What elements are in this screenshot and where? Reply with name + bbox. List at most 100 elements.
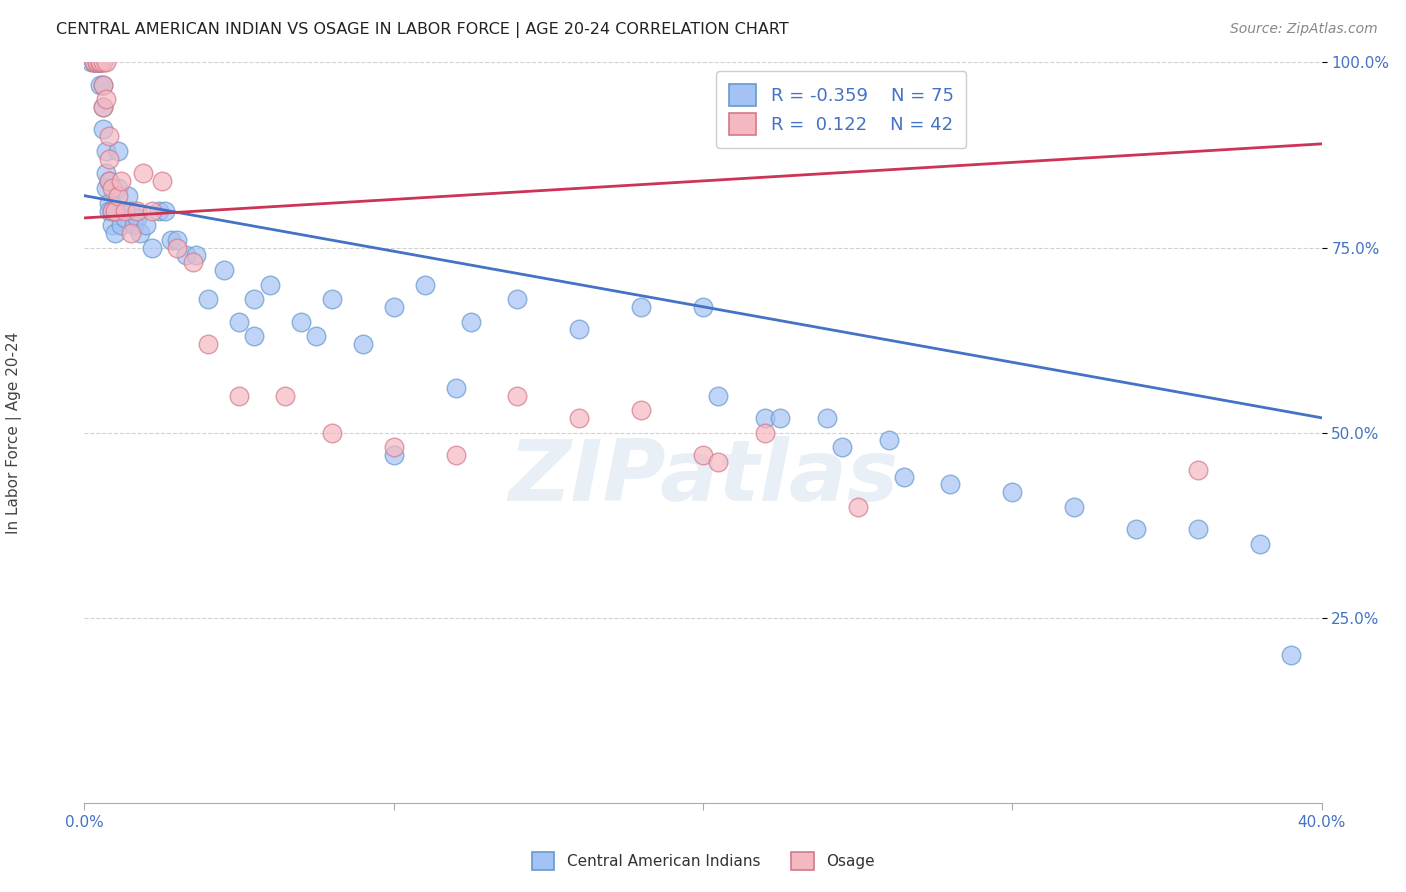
Point: [212, 262, 235, 277]
Point: [107, 188, 129, 202]
Point: [568, 410, 591, 425]
Point: [89, 55, 111, 70]
Point: [83, 55, 105, 70]
Point: [754, 410, 776, 425]
Text: ZIPatlas: ZIPatlas: [508, 435, 898, 518]
Point: [135, 219, 157, 233]
Point: [91, 100, 114, 114]
Point: [506, 389, 529, 403]
Point: [120, 226, 142, 240]
Point: [104, 203, 127, 218]
Point: [91, 55, 114, 70]
Point: [181, 255, 204, 269]
Point: [107, 145, 129, 159]
Point: [176, 248, 198, 262]
Point: [444, 448, 467, 462]
Point: [114, 203, 136, 218]
Legend: Central American Indians, Osage: Central American Indians, Osage: [526, 846, 880, 877]
Point: [1063, 500, 1085, 514]
Point: [413, 277, 436, 292]
Point: [104, 203, 127, 218]
Point: [91, 78, 114, 92]
Point: [382, 441, 405, 455]
Point: [893, 470, 915, 484]
Point: [89, 55, 111, 70]
Point: [352, 336, 374, 351]
Point: [83, 55, 105, 70]
Point: [89, 78, 111, 92]
Point: [125, 211, 148, 225]
Point: [83, 55, 105, 70]
Point: [89, 55, 111, 70]
Point: [86, 55, 108, 70]
Point: [129, 226, 152, 240]
Point: [125, 203, 148, 218]
Point: [184, 248, 207, 262]
Point: [166, 240, 188, 255]
Point: [707, 389, 730, 403]
Point: [114, 211, 136, 225]
Point: [110, 219, 132, 233]
Point: [382, 448, 405, 462]
Point: [382, 300, 405, 314]
Point: [141, 240, 163, 255]
Point: [444, 381, 467, 395]
Point: [89, 55, 111, 70]
Point: [692, 448, 714, 462]
Point: [1187, 522, 1209, 536]
Point: [110, 174, 132, 188]
Point: [1187, 462, 1209, 476]
Point: [228, 315, 250, 329]
Point: [79, 55, 101, 70]
Point: [243, 329, 266, 343]
Point: [274, 389, 297, 403]
Point: [91, 55, 114, 70]
Point: [1249, 537, 1271, 551]
Point: [939, 477, 962, 491]
Point: [197, 293, 219, 307]
Point: [305, 329, 328, 343]
Point: [86, 55, 108, 70]
Point: [91, 122, 114, 136]
Point: [630, 300, 652, 314]
Point: [228, 389, 250, 403]
Point: [692, 300, 714, 314]
Point: [259, 277, 281, 292]
Point: [94, 181, 117, 195]
Point: [160, 233, 183, 247]
Point: [460, 315, 482, 329]
Point: [120, 203, 142, 218]
Point: [141, 203, 163, 218]
Point: [132, 166, 155, 180]
Point: [98, 203, 121, 218]
Text: CENTRAL AMERICAN INDIAN VS OSAGE IN LABOR FORCE | AGE 20-24 CORRELATION CHART: CENTRAL AMERICAN INDIAN VS OSAGE IN LABO…: [56, 22, 789, 38]
Point: [290, 315, 312, 329]
Point: [101, 203, 124, 218]
Point: [707, 455, 730, 469]
Point: [153, 203, 176, 218]
Point: [831, 441, 853, 455]
Point: [754, 425, 776, 440]
Point: [568, 322, 591, 336]
Point: [98, 129, 121, 144]
Point: [91, 78, 114, 92]
Point: [89, 55, 111, 70]
Point: [166, 233, 188, 247]
Y-axis label: In Labor Force | Age 20-24: In Labor Force | Age 20-24: [6, 332, 22, 533]
Point: [94, 166, 117, 180]
Point: [91, 100, 114, 114]
Point: [243, 293, 266, 307]
Point: [877, 433, 900, 447]
Point: [104, 226, 127, 240]
Point: [94, 55, 117, 70]
Point: [110, 203, 132, 218]
Point: [769, 410, 792, 425]
Point: [86, 55, 108, 70]
Point: [101, 219, 124, 233]
Point: [83, 55, 105, 70]
Point: [94, 93, 117, 107]
Point: [117, 188, 139, 202]
Point: [1001, 484, 1024, 499]
Text: Source: ZipAtlas.com: Source: ZipAtlas.com: [1230, 22, 1378, 37]
Point: [1125, 522, 1147, 536]
